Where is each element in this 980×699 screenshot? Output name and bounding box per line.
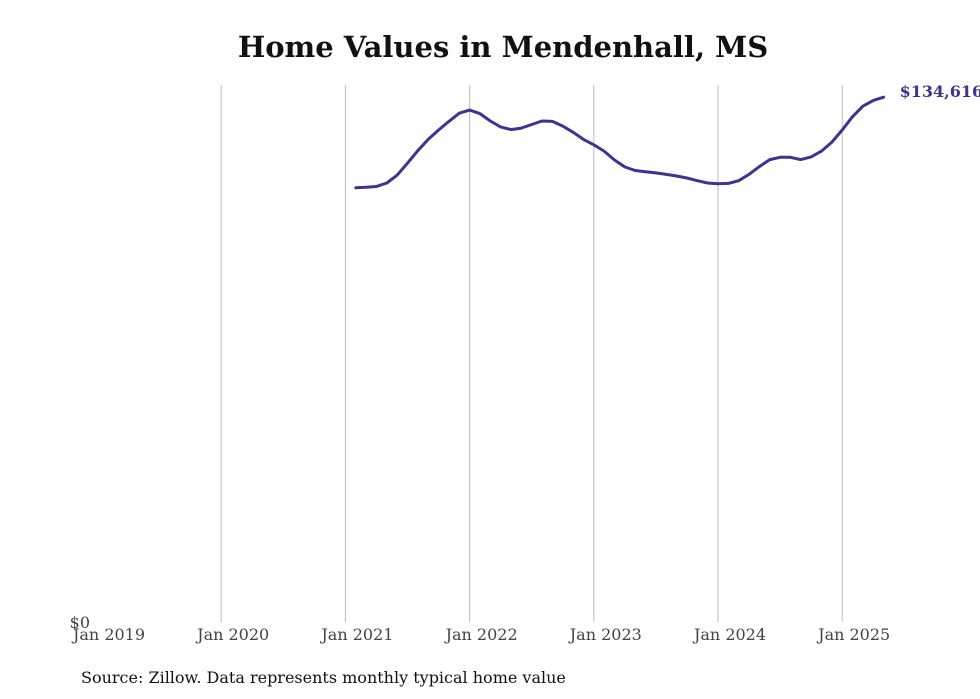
x-tick-label: Jan 2025 — [816, 625, 890, 644]
x-tick-label: Jan 2024 — [692, 625, 766, 644]
x-tick-label: Jan 2019 — [71, 625, 145, 644]
x-tick-label: Jan 2021 — [319, 625, 393, 644]
x-tick-label: Jan 2023 — [568, 625, 642, 644]
source-note: Source: Zillow. Data represents monthly … — [81, 668, 566, 687]
x-tick-label: Jan 2020 — [195, 625, 269, 644]
end-value-label: $134,616 — [900, 82, 980, 101]
series-line-0 — [354, 95, 886, 190]
y-tick-label: $0 — [70, 613, 90, 632]
chart-title: Home Values in Mendenhall, MS — [237, 30, 769, 64]
x-tick-label: Jan 2022 — [444, 625, 518, 644]
